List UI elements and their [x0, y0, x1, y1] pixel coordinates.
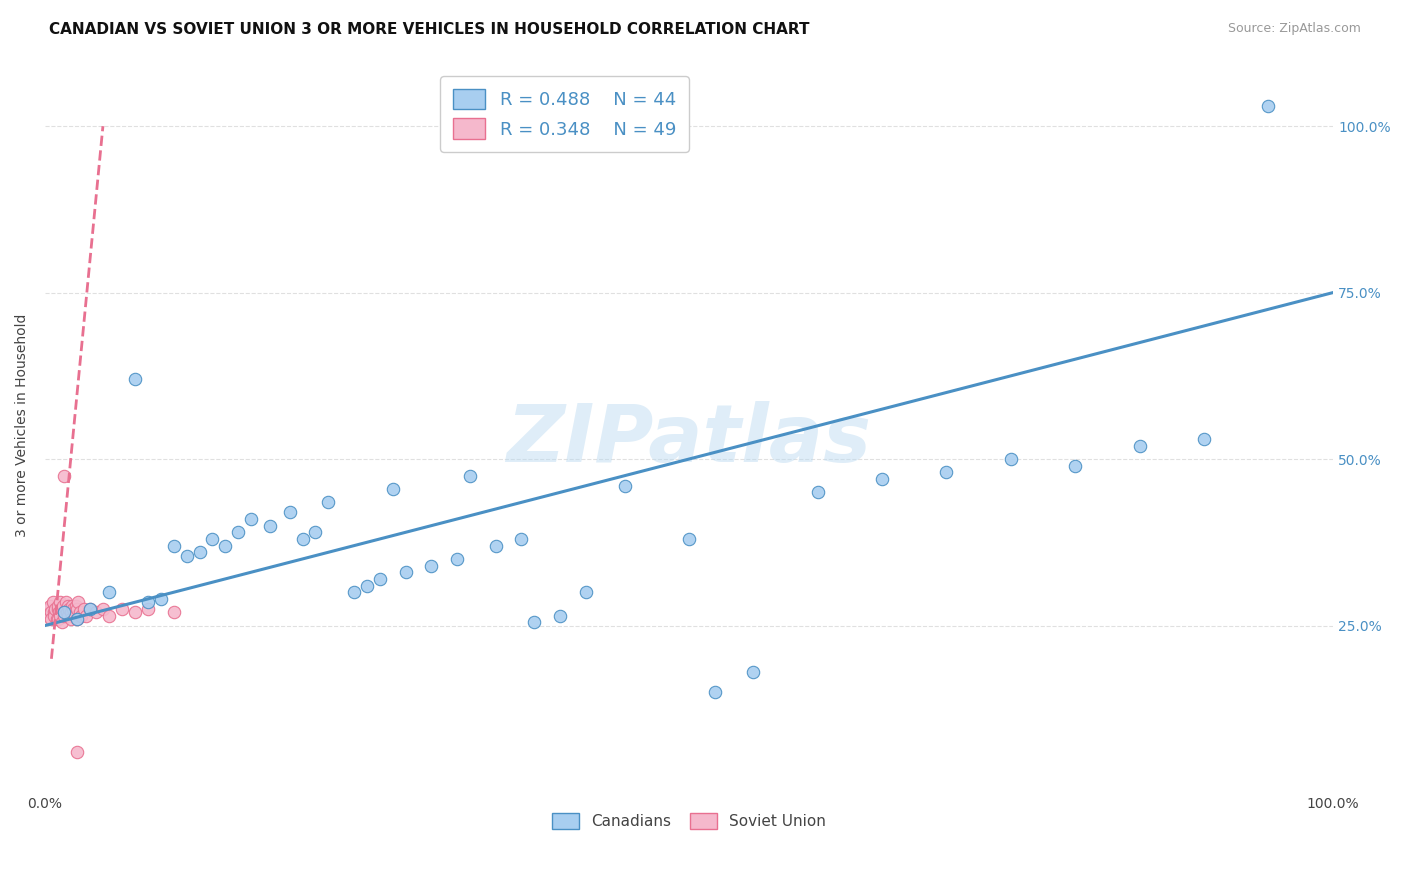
Point — [523, 615, 546, 630]
Point — [124, 372, 146, 386]
Point — [39, 599, 62, 613]
Point — [870, 472, 893, 486]
Point — [1129, 439, 1152, 453]
Point — [291, 532, 314, 546]
Y-axis label: 3 or more Vehicles in Household: 3 or more Vehicles in Household — [15, 314, 30, 538]
Point — [38, 602, 60, 616]
Point — [111, 602, 134, 616]
Point — [51, 615, 73, 630]
Point — [86, 605, 108, 619]
Point — [53, 605, 76, 619]
Text: Source: ZipAtlas.com: Source: ZipAtlas.com — [1227, 22, 1361, 36]
Point — [66, 612, 89, 626]
Point — [56, 608, 79, 623]
Point — [136, 595, 159, 609]
Point — [575, 585, 598, 599]
Point — [149, 591, 172, 606]
Point — [55, 595, 77, 609]
Point — [98, 585, 121, 599]
Text: CANADIAN VS SOVIET UNION 3 OR MORE VEHICLES IN HOUSEHOLD CORRELATION CHART: CANADIAN VS SOVIET UNION 3 OR MORE VEHIC… — [49, 22, 810, 37]
Point — [56, 605, 79, 619]
Point — [368, 572, 391, 586]
Point — [66, 612, 89, 626]
Point — [1257, 99, 1279, 113]
Point — [46, 612, 69, 626]
Point — [46, 602, 69, 616]
Point — [678, 532, 700, 546]
Point — [226, 525, 249, 540]
Point — [41, 595, 63, 609]
Point — [91, 602, 114, 616]
Text: ZIPatlas: ZIPatlas — [506, 401, 872, 479]
Point — [278, 505, 301, 519]
Point — [46, 599, 69, 613]
Point — [66, 745, 89, 759]
Point — [70, 608, 93, 623]
Point — [124, 605, 146, 619]
Point — [259, 518, 281, 533]
Point — [188, 545, 211, 559]
Point — [53, 608, 76, 623]
Point — [69, 605, 91, 619]
Point — [51, 602, 73, 616]
Point — [79, 602, 101, 616]
Point — [41, 605, 63, 619]
Point — [1064, 458, 1087, 473]
Point — [935, 466, 957, 480]
Point — [75, 608, 97, 623]
Point — [613, 479, 636, 493]
Point — [59, 612, 82, 626]
Point — [136, 602, 159, 616]
Legend: Canadians, Soviet Union: Canadians, Soviet Union — [546, 807, 832, 836]
Point — [304, 525, 326, 540]
Point — [240, 512, 263, 526]
Point — [56, 599, 79, 613]
Point — [446, 552, 468, 566]
Point — [42, 608, 65, 623]
Point — [66, 602, 89, 616]
Point — [176, 549, 198, 563]
Point — [343, 585, 366, 599]
Point — [67, 595, 90, 609]
Point — [420, 558, 443, 573]
Point — [72, 602, 94, 616]
Point — [49, 608, 72, 623]
Point — [356, 578, 378, 592]
Point — [53, 468, 76, 483]
Point — [381, 482, 404, 496]
Point — [510, 532, 533, 546]
Point — [201, 532, 224, 546]
Point — [62, 602, 84, 616]
Point — [60, 599, 83, 613]
Point — [59, 605, 82, 619]
Point — [63, 608, 86, 623]
Point — [37, 608, 59, 623]
Point — [548, 608, 571, 623]
Point — [49, 595, 72, 609]
Point — [394, 566, 416, 580]
Point — [45, 612, 67, 626]
Point — [458, 468, 481, 483]
Point — [316, 495, 339, 509]
Point — [485, 539, 508, 553]
Point — [79, 602, 101, 616]
Point — [742, 665, 765, 679]
Point — [48, 605, 70, 619]
Point — [44, 602, 66, 616]
Point — [703, 685, 725, 699]
Point — [41, 612, 63, 626]
Point — [65, 599, 87, 613]
Point — [163, 605, 186, 619]
Point — [42, 605, 65, 619]
Point — [1000, 452, 1022, 467]
Point — [163, 539, 186, 553]
Point — [98, 608, 121, 623]
Point — [53, 605, 76, 619]
Point — [52, 599, 75, 613]
Point — [214, 539, 236, 553]
Point — [1192, 432, 1215, 446]
Point — [807, 485, 830, 500]
Point — [58, 602, 80, 616]
